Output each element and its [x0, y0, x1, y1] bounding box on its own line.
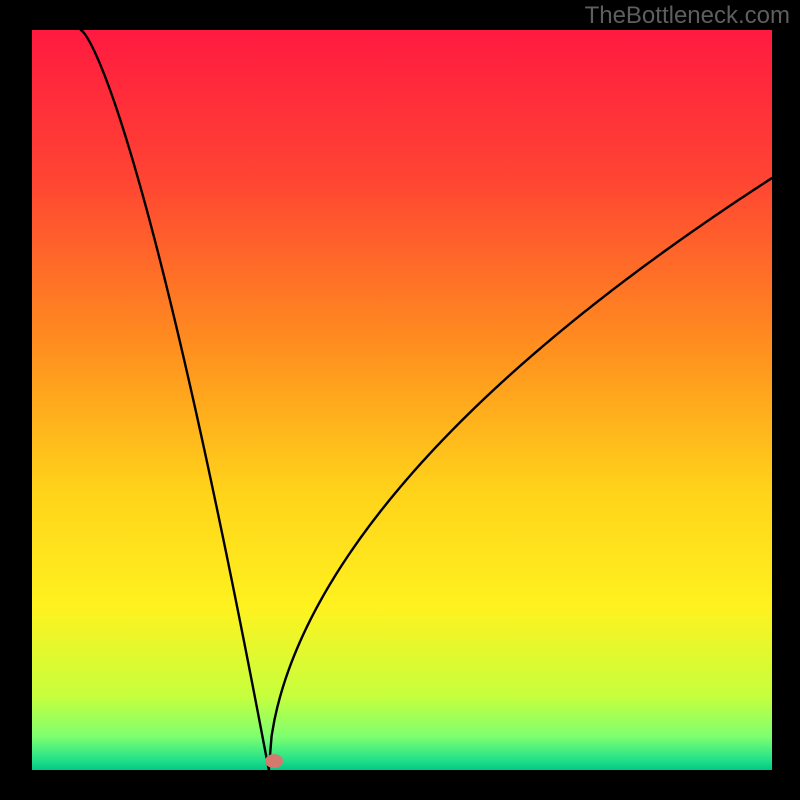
chart-container: TheBottleneck.com: [0, 0, 800, 800]
plot-area: [32, 30, 772, 770]
bottleneck-chart: [0, 0, 800, 800]
watermark-text: TheBottleneck.com: [585, 2, 790, 30]
optimal-marker: [265, 754, 283, 768]
